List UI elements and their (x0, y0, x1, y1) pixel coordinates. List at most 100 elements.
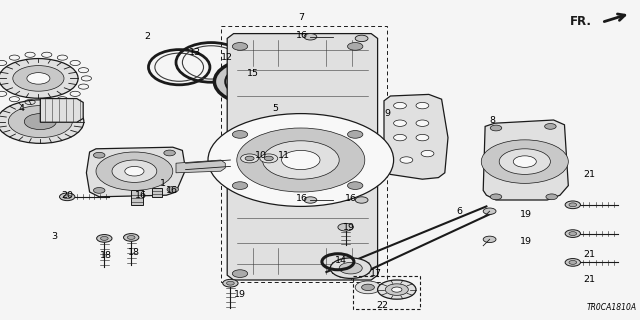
Ellipse shape (93, 188, 105, 193)
Ellipse shape (262, 141, 339, 179)
Text: 15: 15 (247, 69, 259, 78)
Bar (353, 276, 420, 309)
Ellipse shape (569, 203, 577, 207)
Ellipse shape (24, 114, 56, 130)
Ellipse shape (385, 284, 408, 295)
Ellipse shape (348, 131, 363, 138)
Ellipse shape (304, 197, 317, 203)
Polygon shape (176, 160, 225, 173)
Ellipse shape (545, 124, 556, 129)
Text: 19: 19 (520, 210, 532, 219)
Ellipse shape (245, 156, 254, 161)
Ellipse shape (0, 59, 78, 98)
Text: 21: 21 (583, 250, 595, 259)
Ellipse shape (416, 120, 429, 126)
Ellipse shape (392, 287, 402, 292)
Ellipse shape (232, 270, 248, 277)
Text: 14: 14 (335, 256, 347, 265)
Text: 16: 16 (296, 194, 308, 203)
Ellipse shape (96, 152, 173, 190)
Ellipse shape (225, 65, 283, 98)
Ellipse shape (125, 166, 144, 176)
Ellipse shape (400, 157, 413, 163)
Text: 3: 3 (51, 232, 58, 241)
Ellipse shape (235, 70, 273, 93)
Ellipse shape (214, 59, 294, 104)
Ellipse shape (378, 280, 416, 299)
Ellipse shape (282, 150, 320, 170)
Ellipse shape (348, 182, 363, 189)
Text: 16: 16 (345, 194, 356, 203)
Ellipse shape (227, 281, 234, 285)
Ellipse shape (232, 43, 248, 50)
Text: 5: 5 (272, 104, 278, 113)
Ellipse shape (394, 134, 406, 141)
Ellipse shape (60, 193, 75, 201)
Ellipse shape (257, 93, 306, 118)
Text: 6: 6 (456, 207, 463, 216)
Ellipse shape (124, 234, 139, 241)
Polygon shape (384, 94, 448, 179)
Ellipse shape (565, 230, 580, 237)
Ellipse shape (483, 236, 496, 243)
Ellipse shape (490, 194, 502, 200)
Text: 1: 1 (160, 180, 166, 188)
Ellipse shape (348, 270, 363, 277)
Polygon shape (40, 99, 83, 122)
Ellipse shape (339, 262, 362, 274)
Ellipse shape (355, 35, 368, 42)
Ellipse shape (569, 260, 577, 264)
Ellipse shape (569, 232, 577, 236)
Ellipse shape (164, 150, 175, 156)
Ellipse shape (355, 197, 368, 203)
Text: 8: 8 (490, 116, 496, 124)
Ellipse shape (499, 149, 550, 174)
Ellipse shape (416, 102, 429, 109)
Ellipse shape (546, 194, 557, 200)
Text: 16: 16 (166, 186, 177, 195)
Ellipse shape (565, 259, 580, 266)
Ellipse shape (348, 43, 363, 50)
Text: 12: 12 (221, 53, 233, 62)
Ellipse shape (355, 281, 381, 294)
Ellipse shape (13, 66, 64, 91)
Ellipse shape (264, 156, 273, 161)
Ellipse shape (266, 98, 298, 114)
Text: 22: 22 (377, 301, 388, 310)
Text: 19: 19 (520, 237, 532, 246)
Text: 2: 2 (144, 32, 150, 41)
Ellipse shape (241, 154, 259, 163)
Text: 21: 21 (583, 276, 595, 284)
Ellipse shape (127, 236, 135, 239)
Ellipse shape (97, 235, 112, 242)
Text: FR.: FR. (570, 15, 592, 28)
Ellipse shape (565, 201, 580, 209)
Ellipse shape (304, 34, 317, 40)
Text: 16: 16 (135, 191, 147, 200)
Ellipse shape (421, 150, 434, 157)
Ellipse shape (27, 73, 50, 84)
Polygon shape (86, 147, 186, 197)
Ellipse shape (167, 187, 179, 192)
Text: 13: 13 (189, 48, 201, 57)
Ellipse shape (93, 152, 105, 158)
Ellipse shape (416, 134, 429, 141)
Ellipse shape (8, 106, 72, 138)
Bar (221, 26, 387, 282)
Ellipse shape (237, 128, 365, 192)
Text: 16: 16 (296, 31, 308, 40)
Text: 19: 19 (234, 290, 246, 299)
Text: 18: 18 (129, 248, 140, 257)
Ellipse shape (63, 195, 71, 199)
Ellipse shape (260, 154, 278, 163)
Text: 19: 19 (343, 223, 355, 232)
FancyBboxPatch shape (152, 188, 162, 197)
Text: 4: 4 (18, 104, 24, 113)
Ellipse shape (338, 223, 353, 231)
Ellipse shape (330, 258, 371, 278)
Text: 20: 20 (61, 191, 73, 200)
Text: 10: 10 (255, 151, 267, 160)
Polygon shape (227, 34, 378, 280)
Ellipse shape (362, 284, 374, 291)
Polygon shape (483, 120, 568, 200)
